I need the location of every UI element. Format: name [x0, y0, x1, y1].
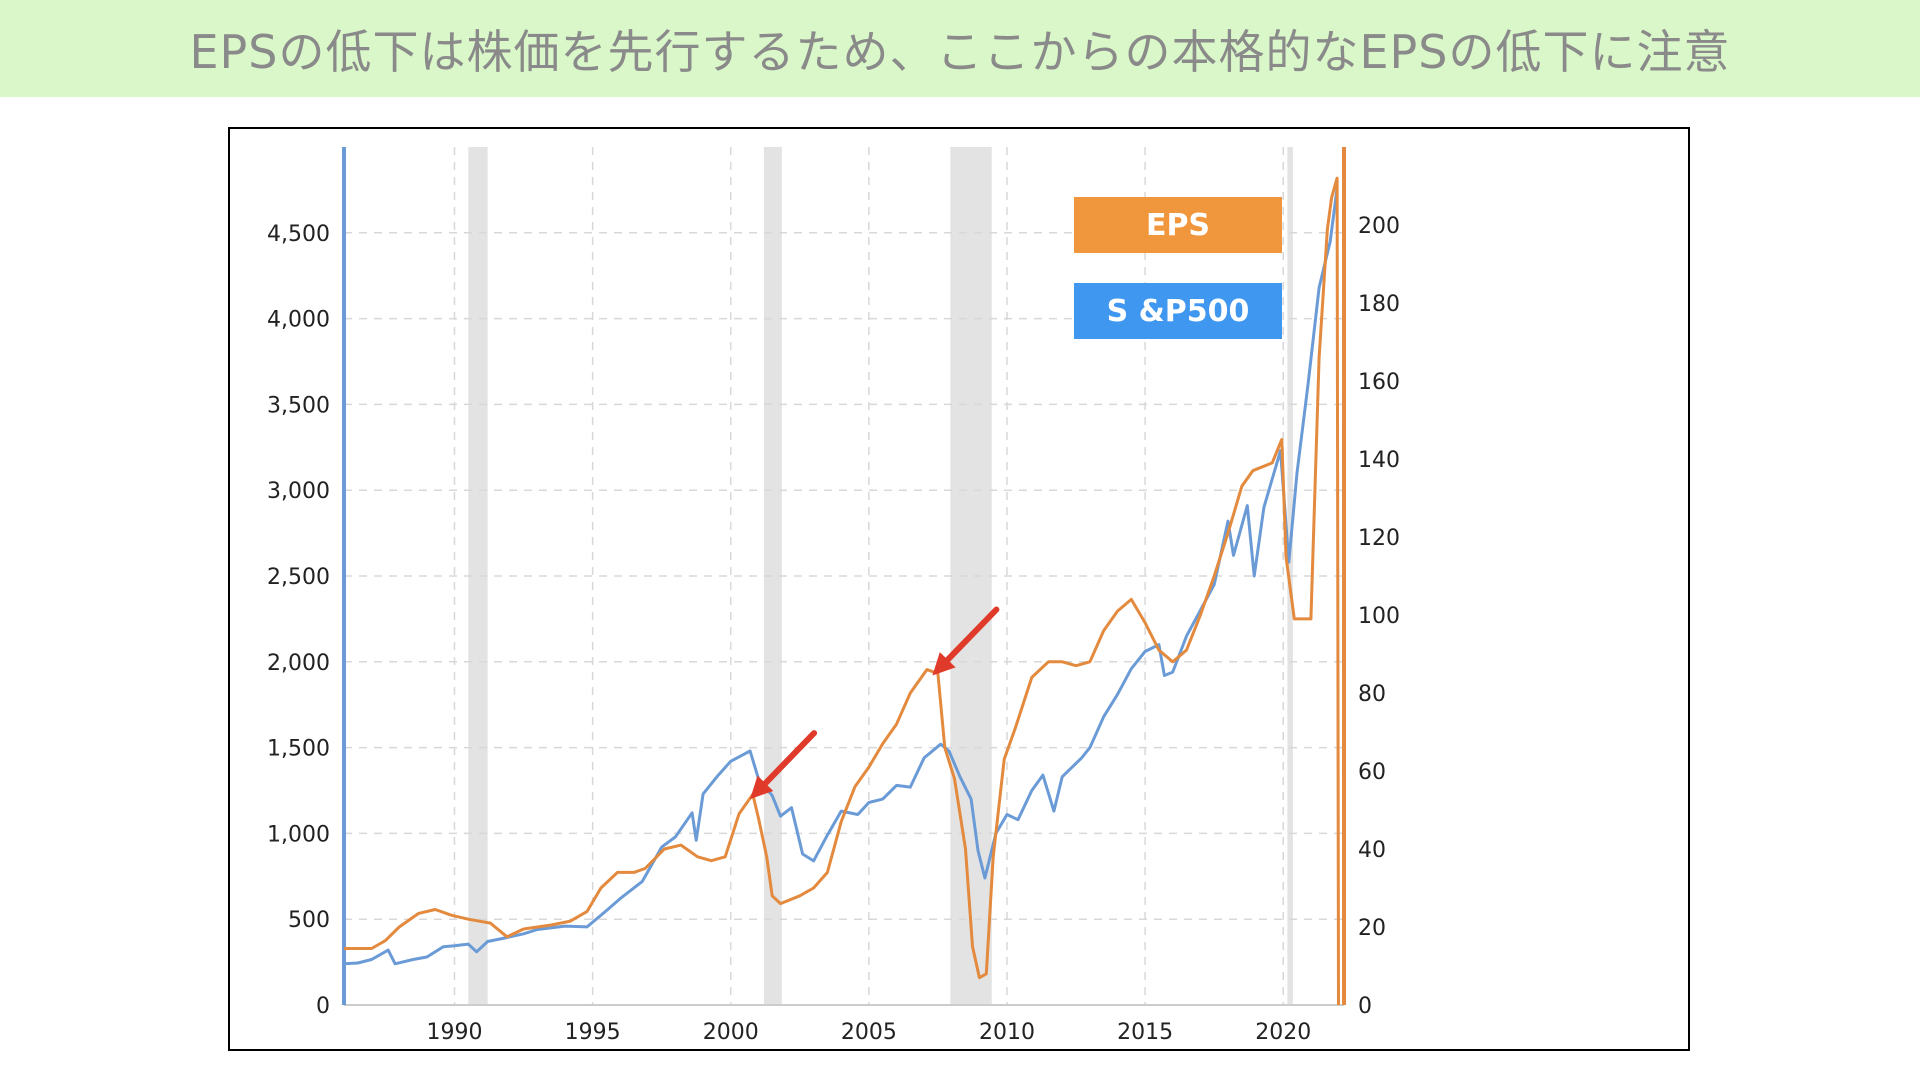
x-tick-label: 2000 — [703, 1020, 759, 1045]
arrow-head — [750, 775, 774, 800]
x-tick-label: 2010 — [979, 1020, 1035, 1045]
y-left-tick-label: 1,000 — [267, 822, 330, 847]
x-tick-label: 2015 — [1117, 1020, 1173, 1045]
y-left-tick-label: 4,000 — [267, 308, 330, 333]
banner-title: EPSの低下は株価を先行するため、ここからの本格的なEPSの低下に注意 — [189, 24, 1731, 79]
x-tick-label: 2005 — [841, 1020, 897, 1045]
y-left-tick-label: 0 — [316, 994, 330, 1019]
y-left-tick-label: 2,500 — [267, 565, 330, 590]
y-right-tick-label: 200 — [1358, 214, 1400, 239]
series — [343, 176, 1340, 1006]
annotations — [750, 606, 1000, 800]
arrow-shaft — [762, 730, 818, 787]
y-left-tick-label: 1,500 — [267, 737, 330, 762]
y-right-tick-label: 40 — [1358, 838, 1386, 863]
legend-box-sp500 — [1074, 283, 1282, 339]
y-left-tick-label: 2,000 — [267, 651, 330, 676]
eps-sp500-chart: 0 500 1,000 1,500 2,000 2,500 3,000 3,500 4,000 4… — [267, 147, 1400, 1045]
y-right-tick-label: 180 — [1358, 292, 1400, 317]
chart-frame: 0 500 1,000 1,500 2,000 2,500 3,000 3,500 4,000 4… — [228, 127, 1690, 1051]
x-tick-label: 1995 — [565, 1020, 621, 1045]
y-right-tick-label: 120 — [1358, 526, 1400, 551]
y-left-tick-label: 3,000 — [267, 479, 330, 504]
series-line-eps — [344, 176, 1340, 1006]
y-right-tick-label: 140 — [1358, 448, 1400, 473]
axes: 0 500 1,000 1,500 2,000 2,500 3,000 3,500 4,000 4… — [267, 147, 1400, 1045]
legend-label-sp500: S &P500 — [1107, 294, 1250, 329]
x-tick-label: 1990 — [426, 1020, 482, 1045]
y-left-tick-label: 3,500 — [267, 393, 330, 418]
arrow-shaft — [944, 606, 1000, 663]
y-left-tick-label: 4,500 — [267, 222, 330, 247]
recession-band — [950, 147, 992, 1005]
legend-label-eps: EPS — [1146, 208, 1210, 243]
arrow-head — [932, 652, 956, 676]
y-right-tick-label: 100 — [1358, 604, 1400, 629]
series-line-sp500 — [343, 188, 1339, 966]
legend: EPS S &P500 — [1074, 197, 1282, 339]
y-right-tick-label: 80 — [1358, 682, 1386, 707]
y-left-tick-label: 500 — [288, 908, 330, 933]
y-right-tick-label: 20 — [1358, 916, 1386, 941]
x-tick-label: 2020 — [1255, 1020, 1311, 1045]
grid — [344, 147, 1344, 1005]
recession-band — [468, 147, 488, 1005]
y-right-tick-label: 0 — [1358, 994, 1372, 1019]
y-right-tick-label: 60 — [1358, 760, 1386, 785]
title-banner: EPSの低下は株価を先行するため、ここからの本格的なEPSの低下に注意 — [0, 0, 1920, 97]
legend-box-eps — [1074, 197, 1282, 253]
y-right-tick-label: 160 — [1358, 370, 1400, 395]
